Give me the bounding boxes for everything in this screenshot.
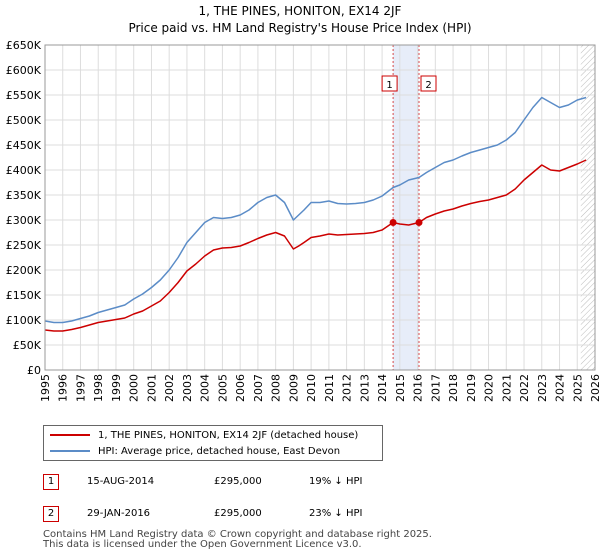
x-tick-label: 2016 (412, 374, 425, 402)
forecast-hatch (580, 45, 595, 370)
sale-date: 29-JAN-2016 (87, 508, 151, 519)
sale-label-box (381, 75, 398, 92)
y-tick-label: £200K (6, 264, 42, 277)
legend-item-hpi: HPI: Average price, detached house, East… (50, 444, 340, 460)
x-tick-label: 2001 (145, 374, 158, 402)
x-tick-label: 2024 (554, 374, 567, 402)
x-tick-label: 1999 (110, 374, 123, 402)
x-tick-label: 2003 (181, 374, 194, 402)
x-tick-label: 1995 (39, 374, 52, 402)
chart-subtitle: Price paid vs. HM Land Registry's House … (128, 21, 472, 35)
y-tick-label: £400K (6, 164, 42, 177)
sale-period-shading (393, 45, 419, 370)
x-tick-label: 2025 (571, 374, 584, 402)
x-tick-label: 2015 (394, 374, 407, 402)
footer-copyright: Contains HM Land Registry data © Crown c… (43, 529, 432, 540)
x-tick-label: 2021 (500, 374, 513, 402)
y-tick-label: £100K (6, 314, 42, 327)
series-line-hpi (44, 96, 587, 324)
legend-swatch-hpi (50, 450, 90, 452)
y-tick-label: £150K (6, 289, 42, 302)
x-tick-label: 2022 (518, 374, 531, 402)
x-tick-label: 2019 (465, 374, 478, 402)
x-tick-label: 2010 (305, 374, 318, 402)
legend-item-property: 1, THE PINES, HONITON, EX14 2JF (detache… (50, 428, 358, 444)
legend-label-property: 1, THE PINES, HONITON, EX14 2JF (detache… (98, 430, 359, 441)
y-tick-label: £250K (6, 239, 42, 252)
sale-price: £295,000 (214, 508, 262, 519)
sale-label-box (420, 75, 437, 92)
footer-licence: This data is licensed under the Open Gov… (43, 539, 362, 550)
x-tick-label: 2002 (163, 374, 176, 402)
y-tick-label: £550K (6, 89, 42, 102)
x-tick-label: 2017 (429, 374, 442, 402)
x-tick-label: 2007 (252, 374, 265, 402)
y-tick-label: £50K (13, 339, 42, 352)
y-tick-label: £0 (27, 364, 41, 377)
x-tick-label: 2018 (447, 374, 460, 402)
plot-border (44, 44, 596, 371)
price-chart: £0 £50K £100K £150K £200K £250K £300K £350K £400… (6, 39, 600, 402)
y-tick-label: £350K (6, 189, 42, 202)
x-tick-label: 2020 (483, 374, 496, 402)
sale-point (415, 219, 423, 226)
x-tick-label: 1998 (92, 374, 105, 402)
y-tick-label: £450K (6, 139, 42, 152)
x-tick-label: 2006 (234, 374, 247, 402)
x-tick-label: 2005 (216, 374, 229, 402)
sale-point (389, 219, 397, 226)
footer: Contains HM Land Registry data © Crown c… (43, 530, 432, 550)
x-tick-label: 2013 (358, 374, 371, 402)
x-tick-label: 1996 (57, 374, 70, 402)
x-tick-label: 2004 (199, 374, 212, 402)
legend-label-hpi: HPI: Average price, detached house, East… (98, 446, 341, 457)
sale-label-text: 1 (386, 80, 392, 91)
y-tick-label: £500K (6, 114, 42, 127)
sale-number-badge: 1 (43, 474, 59, 490)
sale-hpi-diff: 19% ↓ HPI (309, 476, 363, 487)
sale-date: 15-AUG-2014 (87, 476, 155, 487)
series-line-property (44, 159, 587, 332)
x-tick-label: 2008 (270, 374, 283, 402)
sale-label-text: 2 (425, 80, 431, 91)
x-tick-label: 2023 (536, 374, 549, 402)
x-tick-label: 2026 (589, 374, 600, 402)
y-tick-label: £600K (6, 64, 42, 77)
x-tick-label: 2000 (128, 374, 141, 402)
x-tick-label: 1997 (74, 374, 87, 402)
sale-row: 1 15-AUG-2014 £295,000 19% ↓ HPI (43, 474, 543, 494)
sale-number-badge: 2 (43, 506, 59, 522)
legend-swatch-property (50, 434, 90, 436)
x-tick-label: 2012 (341, 374, 354, 402)
y-tick-label: £650K (6, 39, 42, 52)
x-tick-label: 2011 (323, 374, 336, 402)
x-tick-label: 2014 (376, 374, 389, 402)
legend: 1, THE PINES, HONITON, EX14 2JF (detache… (43, 425, 383, 461)
sale-row: 2 29-JAN-2016 £295,000 23% ↓ HPI (43, 506, 543, 526)
x-tick-label: 2009 (287, 374, 300, 402)
plot-area (45, 45, 595, 370)
sale-hpi-diff: 23% ↓ HPI (309, 508, 363, 519)
y-tick-label: £300K (6, 214, 42, 227)
sale-price: £295,000 (214, 476, 262, 487)
chart-title: 1, THE PINES, HONITON, EX14 2JF (198, 4, 402, 18)
